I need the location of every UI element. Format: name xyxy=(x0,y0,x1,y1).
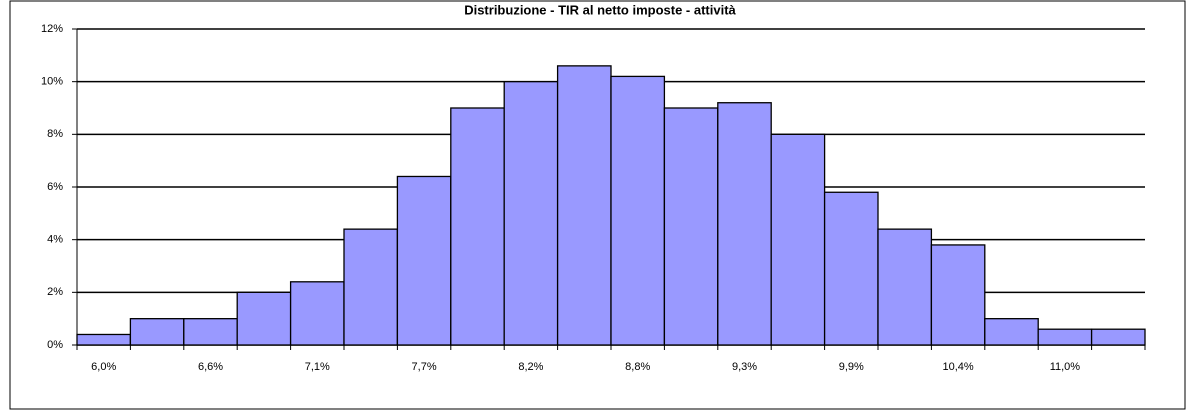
y-tick-label: 0% xyxy=(47,339,63,351)
y-tick-label: 8% xyxy=(47,128,63,140)
x-tick-label: 7,1% xyxy=(305,361,330,373)
x-tick-label: 9,3% xyxy=(732,361,757,373)
x-tick-label: 9,9% xyxy=(839,361,864,373)
bar xyxy=(877,228,933,346)
bar xyxy=(1037,328,1093,346)
bar xyxy=(289,281,345,346)
bar xyxy=(236,291,292,346)
bar xyxy=(76,333,132,346)
x-tick-label: 10,4% xyxy=(942,361,973,373)
bar xyxy=(1090,328,1146,346)
bar xyxy=(343,228,399,346)
y-tick-label: 4% xyxy=(47,234,63,246)
bar xyxy=(770,133,826,346)
bar xyxy=(129,318,185,346)
x-tick-label: 7,7% xyxy=(412,361,437,373)
x-tick-label: 6,6% xyxy=(198,361,223,373)
x-tick-label: 8,8% xyxy=(625,361,650,373)
y-tick-label: 10% xyxy=(41,76,63,88)
y-tick-label: 12% xyxy=(41,23,63,35)
x-tick-label: 6,0% xyxy=(91,361,116,373)
bar xyxy=(450,107,505,346)
bar xyxy=(183,318,238,346)
x-tick-label: 8,2% xyxy=(518,361,543,373)
bar xyxy=(930,244,986,346)
bar xyxy=(503,81,559,346)
chart-title: Distribuzione - TIR al netto imposte - a… xyxy=(464,2,736,17)
bar xyxy=(717,102,772,346)
bar xyxy=(823,191,879,346)
bar xyxy=(663,107,719,346)
x-tick-label: 11,0% xyxy=(1050,361,1081,373)
bar xyxy=(396,175,452,346)
bar xyxy=(610,75,666,346)
y-tick-label: 6% xyxy=(47,181,63,193)
bar xyxy=(556,65,612,346)
bar xyxy=(984,318,1039,346)
y-tick-label: 2% xyxy=(47,286,63,298)
